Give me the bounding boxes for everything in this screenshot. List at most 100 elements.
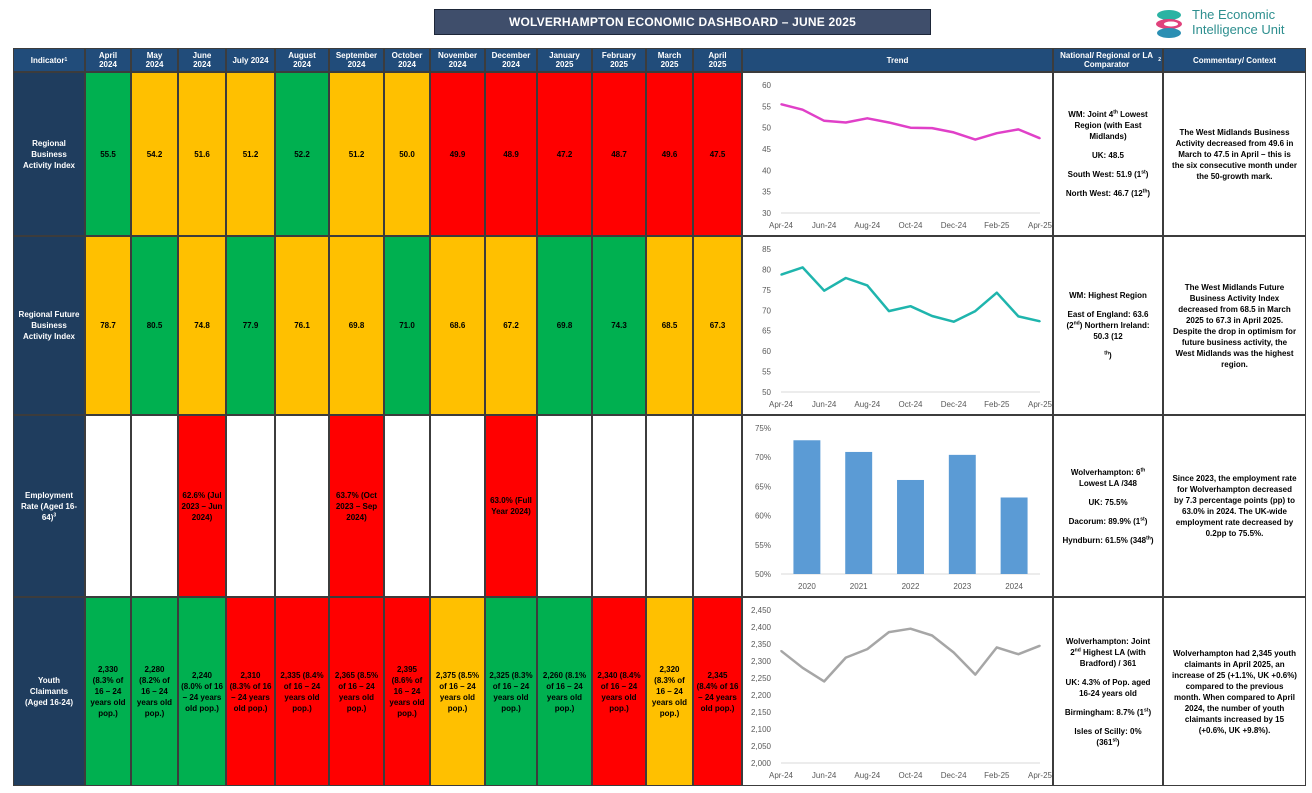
header-comparator: National/ Regional or LA Comparator 2 (1053, 48, 1163, 72)
header-month-name: March (657, 51, 682, 60)
value-text: 2,240 (8.0% of 16 – 24 years old pop.) (181, 670, 223, 713)
value-cell: 2,335 (8.4% of 16 – 24 years old pop.) (275, 597, 329, 786)
value-cell: 49.6 (646, 72, 693, 236)
value-cell: 50.0 (384, 72, 430, 236)
y-tick-label: 85 (762, 245, 771, 254)
value-cell: 2,240 (8.0% of 16 – 24 years old pop.) (178, 597, 226, 786)
value-cell: 76.1 (275, 236, 329, 415)
comparator-text: WM: Joint 4 (1068, 110, 1114, 119)
value-cell: 49.9 (430, 72, 485, 236)
comparator-sup: th (1104, 350, 1110, 357)
x-tick-label: Dec-24 (941, 771, 967, 780)
value-text: 69.8 (556, 321, 573, 330)
y-tick-label: 2,200 (751, 691, 772, 700)
y-tick-label: 2,150 (751, 708, 772, 717)
data-point (952, 131, 955, 134)
data-point (1039, 644, 1041, 647)
x-tick-label: Apr-25 (1028, 221, 1052, 230)
logo-text: The Economic Intelligence Unit (1192, 7, 1285, 37)
value-text: 48.9 (503, 149, 519, 159)
data-point (866, 284, 869, 287)
value-text: 50.0 (399, 149, 415, 159)
value-cell: 2,260 (8.1% of 16 – 24 years old pop.) (537, 597, 592, 786)
y-tick-label: 55 (762, 368, 771, 377)
x-tick-label: Aug-24 (854, 400, 880, 409)
y-tick-label: 70 (762, 306, 771, 315)
trend-chart: 30 35 40 45 50 55 60 Apr-24 Jun-24 Aug-24 Oct-24 De… (742, 72, 1053, 236)
value-cell: 2,395 (8.6% of 16 – 24 years old pop.) (384, 597, 430, 786)
row-label-text: Regional Future Business Activity Index (18, 310, 80, 341)
value-cell: 74.8 (178, 236, 226, 415)
value-cell (592, 415, 646, 597)
header-month-name: June (192, 51, 212, 60)
trend-chart: 50% 55% 60% 65% 70% 75% 2020 2021 2022 2023 2024 (742, 415, 1053, 597)
comparator-line: Wolverhampton: Joint 2nd Highest LA (wit… (1062, 636, 1154, 669)
trend-chart: 50 55 60 65 70 75 80 85 Apr-24 Jun-24 Aug-24 Oct-24… (742, 236, 1053, 415)
value-cell (384, 415, 430, 597)
header-month-name: April (98, 51, 118, 60)
value-text: 67.2 (503, 321, 519, 330)
comparator-text-tail: ) (1148, 707, 1152, 717)
data-point (996, 646, 998, 649)
comparator-line: Hyndburn: 61.5% (348th) (1063, 535, 1154, 546)
trend-chart-svg: 50% 55% 60% 65% 70% 75% 2020 2021 2022 2023 2024 (755, 424, 1040, 591)
header-month-year: 2025 (555, 60, 574, 69)
value-cell: 51.6 (178, 72, 226, 236)
value-text: 80.5 (146, 321, 163, 330)
header-month: October 2024 (384, 48, 430, 72)
value-text: 47.5 (709, 149, 726, 159)
value-text: 62.6% (Jul 2023 – Jun 2024) (181, 490, 223, 522)
data-point (823, 120, 825, 122)
value-cell (430, 415, 485, 597)
header-month-name: August (288, 51, 316, 60)
value-cell: 69.8 (537, 236, 592, 415)
y-tick-label: 2,450 (751, 606, 772, 615)
data-point (996, 132, 998, 135)
value-cell: 80.5 (131, 236, 178, 415)
value-text: 2,375 (8.5% of 16 – 24 years old pop.) (435, 670, 480, 713)
header-month-year: 2025 (708, 60, 727, 69)
comparator-line: Dacorum: 89.9% (1st) (1069, 516, 1148, 527)
dashboard-title: WOLVERHAMPTON ECONOMIC DASHBOARD – JUNE … (434, 9, 931, 35)
data-point (909, 627, 912, 630)
data-point (780, 273, 782, 276)
header-month: April 2025 (693, 48, 742, 72)
value-cell (646, 415, 693, 597)
comparator-text-tail: ) (1150, 535, 1154, 545)
y-tick-label: 2,400 (751, 623, 772, 632)
header-comparator-label: National/ Regional or LA Comparator (1060, 51, 1154, 69)
value-cell: 71.0 (384, 236, 430, 415)
value-text: 2,335 (8.4% of 16 – 24 years old pop.) (280, 670, 324, 713)
data-point (888, 631, 890, 633)
value-cell (693, 415, 742, 597)
comparator-text-tail: ) (1109, 351, 1112, 360)
data-point (866, 117, 869, 120)
value-text: 51.2 (348, 149, 365, 159)
x-tick-label: 2021 (850, 582, 868, 591)
data-point (844, 656, 847, 659)
data-point (1039, 320, 1041, 323)
value-cell: 2,340 (8.4% of 16 – 24 years old pop.) (592, 597, 646, 786)
commentary-text: The West Midlands Future Business Activi… (1172, 282, 1297, 369)
row-label: Regional Business Activity Index (13, 72, 85, 236)
x-tick-label: Apr-24 (769, 400, 794, 409)
value-cell: 2,375 (8.5% of 16 – 24 years old pop.) (430, 597, 485, 786)
value-text: 54.2 (146, 149, 163, 159)
comparator-text: Wolverhampton: 6 (1070, 467, 1141, 477)
data-point (974, 138, 977, 141)
header-month-year: 2024 (398, 60, 416, 69)
comparator-text: UK: 75.5% (1088, 497, 1128, 507)
data-point (1017, 653, 1020, 655)
comparator-line: East of England: 63.6 (2nd) Northern Ire… (1062, 309, 1154, 342)
value-text: 55.5 (100, 149, 116, 159)
comparator-text: UK: 4.3% of Pop. aged 16-24 years old (1065, 677, 1151, 698)
row-label-sup: 3 (53, 511, 57, 518)
bar (793, 440, 821, 574)
value-text: 52.2 (294, 149, 310, 159)
value-cell: 62.6% (Jul 2023 – Jun 2024) (178, 415, 226, 597)
comparator-line: UK: 4.3% of Pop. aged 16-24 years old (1062, 677, 1154, 699)
value-text: 49.9 (449, 149, 466, 159)
series-line (780, 266, 1041, 323)
header-month-year: 2024 (293, 60, 311, 69)
x-tick-label: Jun-24 (812, 400, 837, 409)
